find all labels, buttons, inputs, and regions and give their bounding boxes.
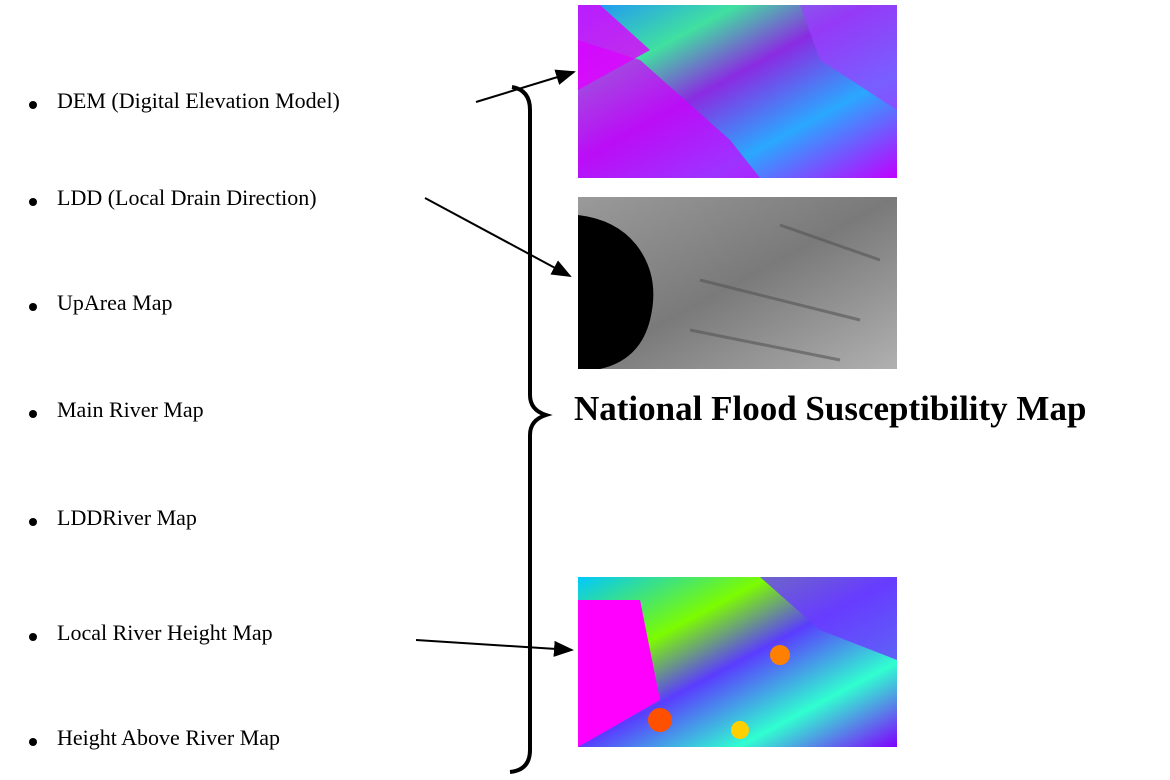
arrow <box>476 72 574 102</box>
bullet <box>29 303 37 311</box>
arrow <box>425 198 570 276</box>
dem-image <box>578 5 897 178</box>
bullet <box>29 518 37 526</box>
diagram: DEM (Digital Elevation Model) LDD (Local… <box>0 0 1170 780</box>
bullet <box>29 101 37 109</box>
item-label: Height Above River Map <box>57 725 280 750</box>
item-label: Main River Map <box>57 397 204 422</box>
arrow <box>416 640 572 650</box>
bullet <box>29 410 37 418</box>
item-label: DEM (Digital Elevation Model) <box>57 88 340 113</box>
bullet-list: DEM (Digital Elevation Model) LDD (Local… <box>29 88 340 750</box>
item-label: Local River Height Map <box>57 620 273 645</box>
item-label: LDDRiver Map <box>57 505 197 530</box>
item-label: LDD (Local Drain Direction) <box>57 185 317 210</box>
bullet <box>29 633 37 641</box>
brace <box>510 87 546 772</box>
result-title: National Flood Susceptibility Map <box>574 389 1086 428</box>
height-image <box>578 577 897 747</box>
item-label: UpArea Map <box>57 290 172 315</box>
ldd-image <box>578 197 897 369</box>
bullet <box>29 738 37 746</box>
bullet <box>29 198 37 206</box>
